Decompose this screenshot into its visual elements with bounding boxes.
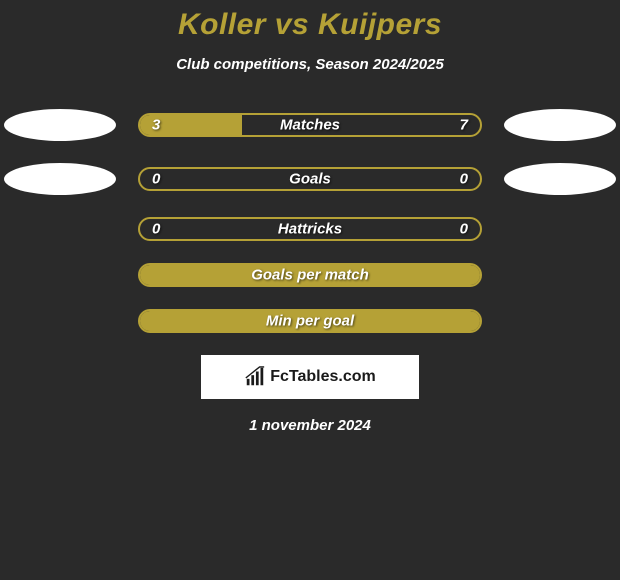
right-ellipse bbox=[504, 109, 616, 141]
bar-right-value: 7 bbox=[460, 117, 468, 134]
left-ellipse bbox=[4, 109, 116, 141]
bar-right-value: 0 bbox=[460, 221, 468, 238]
bar-label: Goals per match bbox=[251, 267, 369, 284]
bar-row: Min per goal bbox=[0, 309, 620, 333]
bar-track: Min per goal bbox=[138, 309, 482, 333]
subtitle: Club competitions, Season 2024/2025 bbox=[0, 56, 620, 73]
chart-icon bbox=[244, 366, 266, 388]
bar-right-value: 0 bbox=[460, 171, 468, 188]
date-line: 1 november 2024 bbox=[0, 417, 620, 434]
bar-track: Goals per match bbox=[138, 263, 482, 287]
bar-label: Matches bbox=[280, 117, 340, 134]
logo-text: FcTables.com bbox=[270, 368, 376, 386]
bar-label: Goals bbox=[289, 171, 331, 188]
bar-left-value: 0 bbox=[152, 171, 160, 188]
bars-root: 3 7 Matches 0 0 Goals 0 0 Hattricks bbox=[0, 109, 620, 333]
bar-row: 0 0 Goals bbox=[0, 163, 620, 195]
bar-row: 0 0 Hattricks bbox=[0, 217, 620, 241]
comparison-container: Koller vs Kuijpers Club competitions, Se… bbox=[0, 0, 620, 434]
bar-row: Goals per match bbox=[0, 263, 620, 287]
bar-track: 0 0 Goals bbox=[138, 167, 482, 191]
bar-label: Hattricks bbox=[278, 221, 342, 238]
bar-label: Min per goal bbox=[266, 313, 354, 330]
bar-left-value: 3 bbox=[152, 117, 160, 134]
bar-track: 3 7 Matches bbox=[138, 113, 482, 137]
bar-left-value: 0 bbox=[152, 221, 160, 238]
left-ellipse bbox=[4, 163, 116, 195]
page-title: Koller vs Kuijpers bbox=[0, 8, 620, 42]
right-ellipse bbox=[504, 163, 616, 195]
bar-row: 3 7 Matches bbox=[0, 109, 620, 141]
bar-track: 0 0 Hattricks bbox=[138, 217, 482, 241]
logo-box[interactable]: FcTables.com bbox=[201, 355, 419, 399]
